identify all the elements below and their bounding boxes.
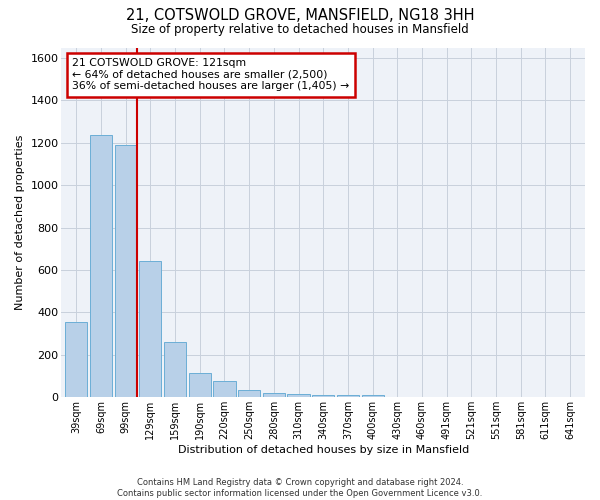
Bar <box>164 342 186 398</box>
Bar <box>263 392 285 398</box>
Bar <box>238 390 260 398</box>
Text: 21 COTSWOLD GROVE: 121sqm
← 64% of detached houses are smaller (2,500)
36% of se: 21 COTSWOLD GROVE: 121sqm ← 64% of detac… <box>72 58 349 91</box>
Bar <box>139 260 161 398</box>
Bar <box>312 394 334 398</box>
Bar <box>337 394 359 398</box>
Bar <box>214 382 236 398</box>
Text: Size of property relative to detached houses in Mansfield: Size of property relative to detached ho… <box>131 22 469 36</box>
X-axis label: Distribution of detached houses by size in Mansfield: Distribution of detached houses by size … <box>178 445 469 455</box>
Bar <box>65 322 88 398</box>
Bar <box>90 136 112 398</box>
Bar <box>188 373 211 398</box>
Bar <box>287 394 310 398</box>
Bar <box>115 145 137 398</box>
Y-axis label: Number of detached properties: Number of detached properties <box>15 134 25 310</box>
Text: Contains HM Land Registry data © Crown copyright and database right 2024.
Contai: Contains HM Land Registry data © Crown c… <box>118 478 482 498</box>
Text: 21, COTSWOLD GROVE, MANSFIELD, NG18 3HH: 21, COTSWOLD GROVE, MANSFIELD, NG18 3HH <box>126 8 474 22</box>
Bar <box>362 395 384 398</box>
